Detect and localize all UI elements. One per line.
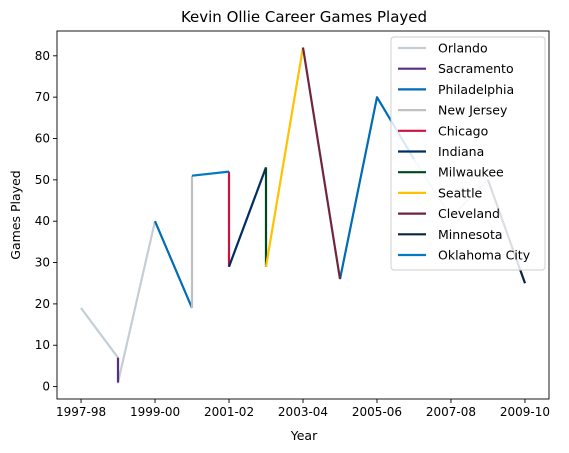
x-tick-label: 1997-98 [56,405,106,419]
series-line-indiana [227,167,268,268]
y-axis: 0 10 20 30 40 50 60 70 80 [35,49,57,394]
series-line-philadelphia [153,220,194,309]
y-tick-label: 20 [35,297,50,311]
x-axis-label: Year [290,428,318,443]
series-line-seattle [264,47,305,267]
legend-label-milwaukee: Milwaukee [438,165,504,180]
series-lines [80,47,527,384]
legend-label-sacramento: Sacramento [438,61,514,76]
x-tick-label: 2003-04 [278,405,328,419]
series-line-cleveland [301,47,342,280]
legend-label-cleveland: Cleveland [438,206,500,221]
y-tick-label: 40 [35,214,50,228]
y-tick-label: 10 [35,338,50,352]
x-tick-label: 2009-10 [500,405,550,419]
x-tick-label: 2005-06 [352,405,402,419]
legend-label-seattle: Seattle [438,185,483,200]
y-tick-label: 60 [35,132,50,146]
y-axis-label: Games Played [8,170,23,259]
legend-label-orlando: Orlando [438,41,488,56]
legend-label-new-jersey: New Jersey [438,103,508,118]
legend-label-indiana: Indiana [438,144,484,159]
legend-label-minnesota: Minnesota [438,227,503,242]
y-tick-label: 50 [35,173,50,187]
legend: Orlando Sacramento Philadelphia New Jersey C… [390,36,546,271]
y-tick-label: 80 [35,49,50,63]
x-tick-label: 2007-08 [426,405,476,419]
x-tick-label: 1999-00 [130,405,180,419]
chart-title: Kevin Ollie Career Games Played [181,8,427,26]
series-line-oklahoma-city [191,170,230,177]
x-axis: 1997-98 1999-00 2001-02 2003-04 2005-06 2007-… [56,399,550,419]
y-tick-label: 70 [35,90,50,104]
x-tick-label: 2001-02 [204,405,254,419]
legend-label-philadelphia: Philadelphia [438,82,514,97]
legend-label-oklahoma-city: Oklahoma City [438,248,531,263]
y-tick-label: 0 [42,380,50,394]
legend-label-chicago: Chicago [438,123,488,138]
y-tick-label: 30 [35,256,50,270]
legend-box [390,36,546,271]
